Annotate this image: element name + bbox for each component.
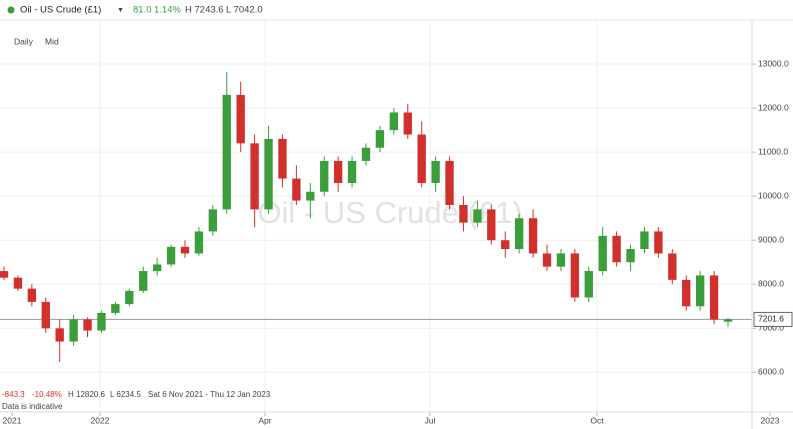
candle-body — [514, 218, 524, 250]
candle-body — [626, 249, 635, 263]
candle-body — [640, 231, 649, 250]
interval-button[interactable]: Daily — [14, 36, 34, 46]
candle-body — [375, 130, 385, 148]
candle-body — [306, 191, 315, 201]
candle-body — [0, 271, 9, 278]
candle-body — [695, 275, 705, 307]
candle-body — [333, 160, 343, 183]
footer-change-pct: -10.48% — [32, 390, 62, 399]
candle-body — [278, 138, 287, 179]
x-tick-label: Oct — [590, 415, 604, 425]
candle-body — [208, 209, 218, 232]
candle-body — [431, 160, 440, 183]
last-price-box — [753, 311, 793, 327]
change-pct: 1.14% — [154, 5, 181, 16]
candle-body — [361, 147, 371, 161]
candle-body — [41, 301, 50, 329]
candle-body — [166, 246, 176, 265]
dropdown-arrow[interactable]: ▼ — [117, 7, 124, 14]
candle-body — [236, 94, 245, 144]
candle-body — [668, 253, 677, 280]
x-tick-label: 2022 — [91, 415, 110, 425]
y-tick-label: 9000.0 — [758, 234, 784, 244]
candle-body — [709, 275, 719, 320]
candle-body — [654, 231, 663, 254]
change: 81.0 — [133, 5, 152, 16]
candle-body — [222, 94, 231, 210]
footer-change: -843.3 — [2, 390, 25, 399]
candle-body — [97, 312, 106, 331]
footer-range: Sat 6 Nov 2021 - Thu 12 Jan 2023 — [148, 390, 271, 399]
candle-body — [250, 143, 259, 210]
candle-body — [612, 235, 621, 263]
candle-body — [125, 290, 134, 305]
candle-body — [69, 319, 78, 342]
candle-body — [598, 235, 607, 272]
y-tick-label: 8000.0 — [758, 279, 784, 289]
y-tick-label: 10000.0 — [758, 190, 789, 200]
x-tick-label: Jul — [425, 415, 436, 425]
candle-body — [528, 218, 538, 254]
footer-low: L 6234.5 — [110, 390, 141, 399]
candle-body — [542, 253, 552, 267]
y-tick-label: 12000.0 — [758, 102, 789, 112]
candle-body — [180, 246, 190, 254]
candle-body — [501, 240, 510, 250]
candle-body — [487, 209, 496, 241]
y-tick-label: 7000.0 — [758, 323, 784, 333]
x-tick-label: 2023 — [761, 415, 780, 425]
instrument-title[interactable]: Oil - US Crude (£1) — [20, 5, 101, 16]
candle-body — [320, 160, 329, 192]
footer-high: H 12820.6 — [68, 390, 105, 399]
candle-body — [723, 319, 733, 322]
candle-body — [584, 271, 593, 298]
candle-body — [459, 204, 468, 223]
candle-body — [152, 264, 162, 272]
candle-body — [556, 253, 566, 267]
y-tick-label: 6000.0 — [758, 367, 784, 377]
last-price-label: 7201.6 — [758, 314, 784, 324]
candle-body — [347, 160, 357, 183]
candle-body — [27, 288, 37, 302]
candle-body — [389, 112, 399, 131]
candle-body — [264, 138, 273, 210]
candle-body — [682, 279, 691, 307]
candle-body — [13, 277, 23, 289]
x-tick-label: 2021 — [3, 415, 22, 425]
y-tick-label: 13000.0 — [758, 58, 789, 68]
candle-body — [55, 328, 64, 342]
candle-body — [139, 271, 148, 291]
candle-body — [403, 112, 412, 135]
candle-body — [194, 231, 204, 254]
candle-body — [417, 134, 426, 183]
footer-note: Data is indicative — [2, 402, 63, 411]
candle-body — [445, 160, 454, 205]
candle-body — [570, 253, 580, 298]
candle-body — [292, 178, 301, 201]
price-type-button[interactable]: Mid — [45, 36, 59, 46]
session-high: H 7243.6 — [185, 5, 224, 16]
y-tick-label: 11000.0 — [758, 146, 788, 156]
x-tick-label: Apr — [258, 415, 271, 425]
candle-body — [111, 304, 120, 313]
candle-body — [83, 319, 92, 331]
status-dot — [7, 6, 15, 14]
session-low: L 7042.0 — [226, 5, 263, 16]
candle-body — [473, 209, 482, 223]
